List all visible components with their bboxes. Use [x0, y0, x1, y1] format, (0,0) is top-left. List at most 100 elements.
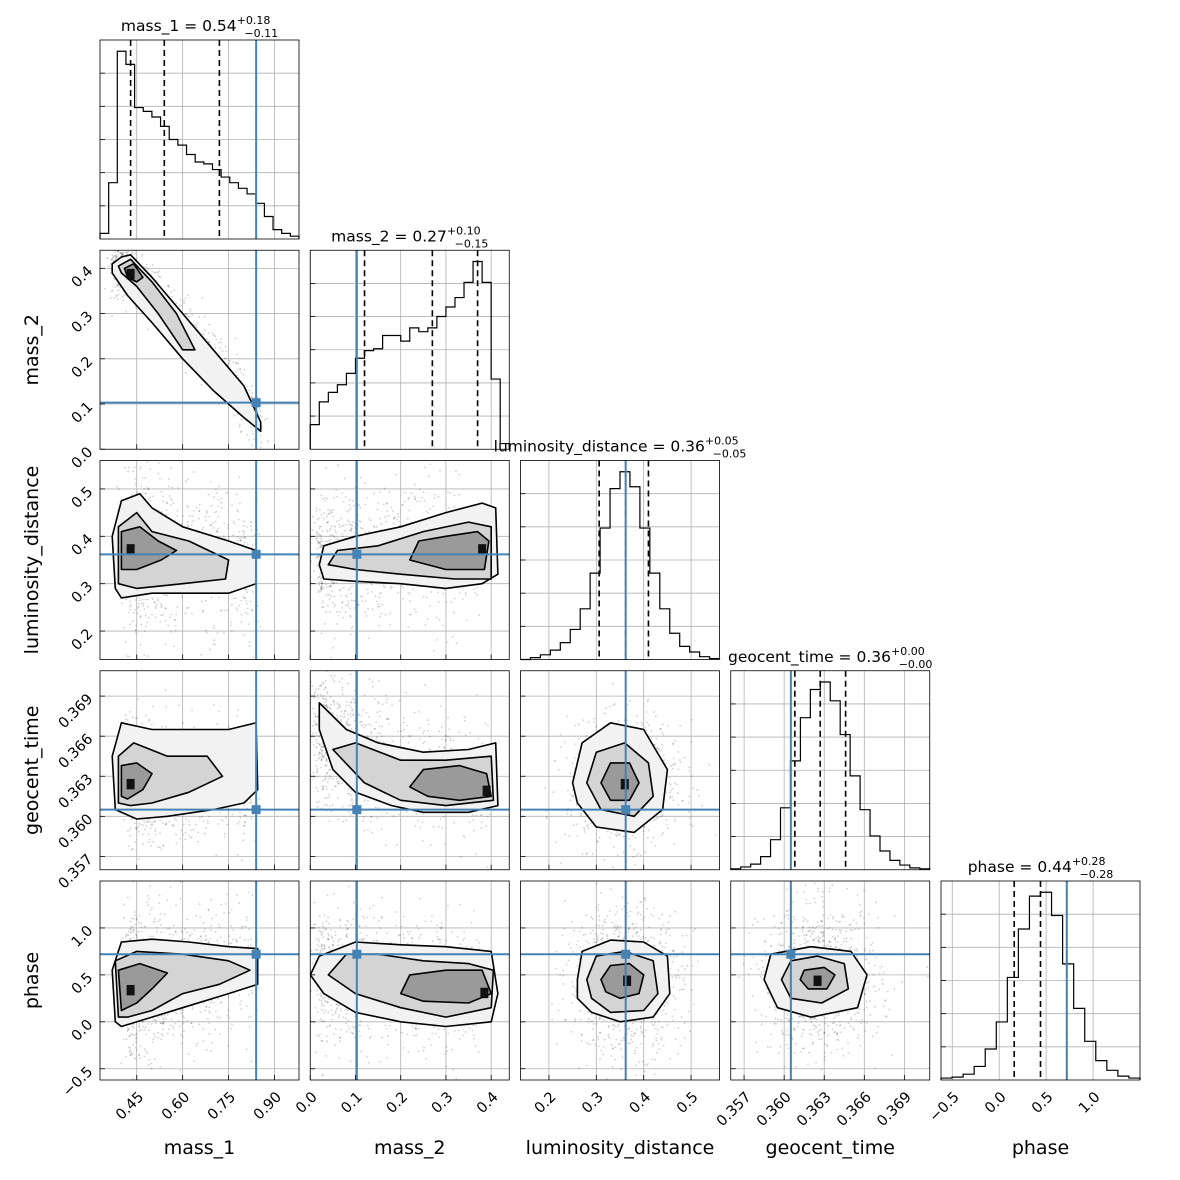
sample-point [245, 1048, 248, 1051]
sample-point [202, 611, 204, 613]
sample-point [438, 618, 441, 621]
sample-point [165, 823, 168, 826]
sample-point [170, 503, 172, 506]
sample-point [212, 527, 215, 529]
sample-point [336, 496, 339, 498]
sample-point [130, 493, 133, 496]
sample-point [228, 911, 231, 914]
sample-point [428, 735, 431, 738]
sample-point [371, 445, 373, 447]
sample-point [330, 538, 332, 541]
sample-point [378, 596, 381, 599]
sample-point [320, 785, 323, 788]
sample-point [248, 439, 251, 441]
sample-point [320, 582, 323, 585]
sample-point [458, 473, 461, 476]
sample-point [180, 1033, 183, 1036]
sample-point [243, 824, 246, 827]
sample-point [453, 597, 456, 600]
sample-point [382, 584, 385, 587]
sample-point [449, 873, 451, 875]
sample-point [192, 828, 195, 831]
sample-point [350, 813, 352, 816]
sample-point [250, 426, 252, 429]
sample-point [408, 613, 411, 616]
sample-point [225, 357, 227, 360]
truth-marker [251, 549, 261, 559]
sample-point [181, 931, 184, 934]
sample-point [141, 833, 144, 836]
sample-point [152, 841, 154, 843]
sample-point [182, 1015, 185, 1018]
sample-point [410, 613, 413, 616]
sample-point [133, 466, 136, 469]
sample-point [157, 462, 160, 464]
sample-point [117, 289, 120, 292]
sample-point [157, 472, 160, 475]
sample-point [355, 665, 357, 667]
sample-point [198, 903, 201, 906]
sample-point [238, 476, 241, 479]
sample-point [210, 1042, 213, 1044]
sample-point [333, 595, 336, 598]
sample-point [316, 745, 318, 748]
sample-point [178, 304, 181, 307]
sample-point [127, 934, 130, 937]
sample-point [147, 616, 150, 619]
sample-point [240, 599, 243, 602]
sample-point [239, 539, 242, 542]
sample-point [224, 832, 226, 835]
sample-point [148, 1029, 150, 1032]
sample-point [131, 1025, 134, 1028]
sample-point [235, 597, 237, 600]
sample-point [207, 493, 210, 496]
sample-point [318, 533, 321, 536]
sample-point [211, 521, 214, 524]
sample-point [241, 859, 244, 862]
sample-point [128, 655, 131, 658]
sample-point [333, 582, 335, 584]
sample-point [380, 591, 382, 594]
sample-point [386, 510, 389, 512]
sample-point [228, 935, 231, 937]
sample-point [350, 530, 353, 532]
sample-point [202, 1040, 205, 1042]
panel-frame [99, 670, 300, 871]
sample-point [115, 256, 118, 258]
sample-point [453, 611, 455, 614]
sample-point [191, 932, 193, 935]
sample-point [154, 820, 156, 823]
sample-point [131, 1053, 134, 1055]
sample-point [164, 643, 167, 646]
sample-point [408, 509, 411, 512]
sample-point [124, 1055, 127, 1058]
sample-point [129, 928, 132, 930]
sample-point [228, 942, 231, 945]
sample-point [166, 1032, 169, 1035]
sample-point [429, 844, 432, 846]
sample-point [335, 623, 338, 625]
sample-point [120, 252, 123, 255]
sample-point [144, 598, 147, 601]
sample-point [244, 611, 247, 614]
sample-point [361, 600, 364, 603]
sample-point [207, 909, 210, 912]
panel-frame [99, 460, 300, 660]
truth-marker [251, 398, 261, 408]
sample-point [453, 494, 456, 497]
sample-point [338, 525, 341, 528]
sample-point [219, 1017, 222, 1019]
sample-point [180, 829, 183, 832]
sample-point [329, 585, 332, 588]
pair-panel-mass_1-phase [99, 880, 300, 1081]
sample-point [192, 509, 195, 512]
sample-point [170, 467, 173, 470]
sample-point [138, 1024, 140, 1027]
sample-point [134, 911, 137, 913]
sample-point [216, 723, 218, 726]
sample-point [203, 832, 206, 835]
sample-point [202, 922, 205, 924]
sample-point [236, 374, 239, 377]
sample-point [198, 510, 201, 513]
sample-point [145, 825, 148, 827]
